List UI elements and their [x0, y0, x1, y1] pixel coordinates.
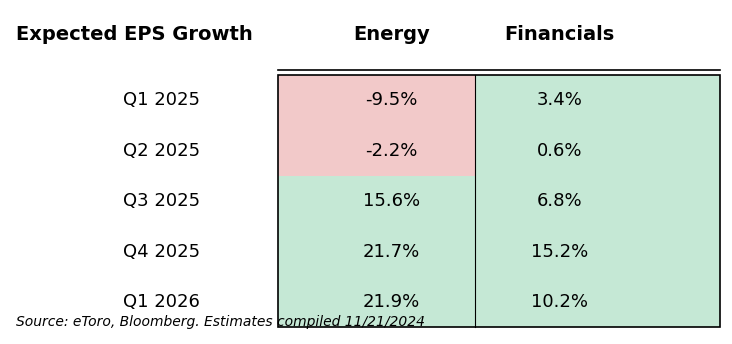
Text: 6.8%: 6.8%: [537, 192, 582, 210]
Text: 21.7%: 21.7%: [363, 243, 420, 260]
Text: -2.2%: -2.2%: [365, 141, 418, 160]
Text: Q1 2026: Q1 2026: [124, 293, 201, 311]
Text: 21.9%: 21.9%: [363, 293, 420, 311]
Text: Energy: Energy: [353, 25, 430, 44]
Text: Q2 2025: Q2 2025: [123, 141, 201, 160]
Text: 15.2%: 15.2%: [531, 243, 588, 260]
Text: Source: eToro, Bloomberg. Estimates compiled 11/21/2024: Source: eToro, Bloomberg. Estimates comp…: [16, 315, 425, 329]
Text: Q4 2025: Q4 2025: [123, 243, 201, 260]
Text: 15.6%: 15.6%: [363, 192, 420, 210]
Text: Q1 2025: Q1 2025: [123, 91, 201, 109]
Text: 0.6%: 0.6%: [537, 141, 582, 160]
Text: Q3 2025: Q3 2025: [123, 192, 201, 210]
Text: Expected EPS Growth: Expected EPS Growth: [16, 25, 253, 44]
Text: 10.2%: 10.2%: [531, 293, 588, 311]
Text: -9.5%: -9.5%: [365, 91, 418, 109]
Text: Financials: Financials: [504, 25, 614, 44]
Text: 3.4%: 3.4%: [537, 91, 582, 109]
